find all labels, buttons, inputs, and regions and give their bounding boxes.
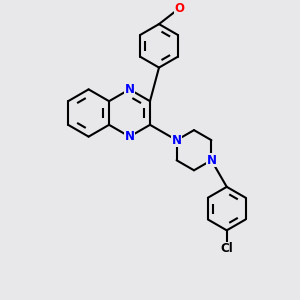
Text: N: N <box>206 154 216 167</box>
Text: Cl: Cl <box>220 242 233 255</box>
Text: N: N <box>172 134 182 147</box>
Text: N: N <box>124 83 134 96</box>
Text: N: N <box>124 130 134 143</box>
Text: O: O <box>175 2 184 15</box>
